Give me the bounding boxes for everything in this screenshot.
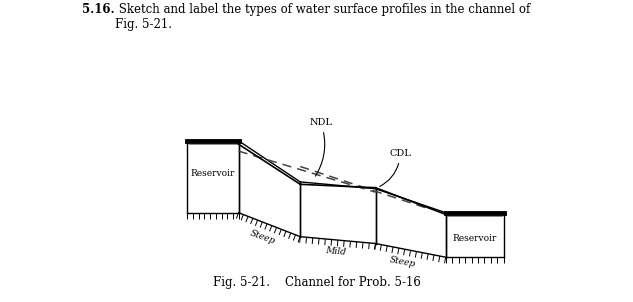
Text: 5.16.: 5.16.	[82, 3, 115, 16]
Text: CDL: CDL	[380, 149, 411, 186]
Text: Mild: Mild	[325, 246, 347, 257]
Text: Reservoir: Reservoir	[191, 169, 235, 178]
Text: Reservoir: Reservoir	[453, 234, 497, 243]
Text: Steep: Steep	[249, 229, 277, 246]
Text: Steep: Steep	[389, 255, 417, 269]
Text: NDL: NDL	[310, 118, 332, 176]
Text: Fig. 5-21.    Channel for Prob. 5-16: Fig. 5-21. Channel for Prob. 5-16	[213, 276, 420, 289]
Text: Sketch and label the types of water surface profiles in the channel of
Fig. 5-21: Sketch and label the types of water surf…	[115, 3, 530, 31]
